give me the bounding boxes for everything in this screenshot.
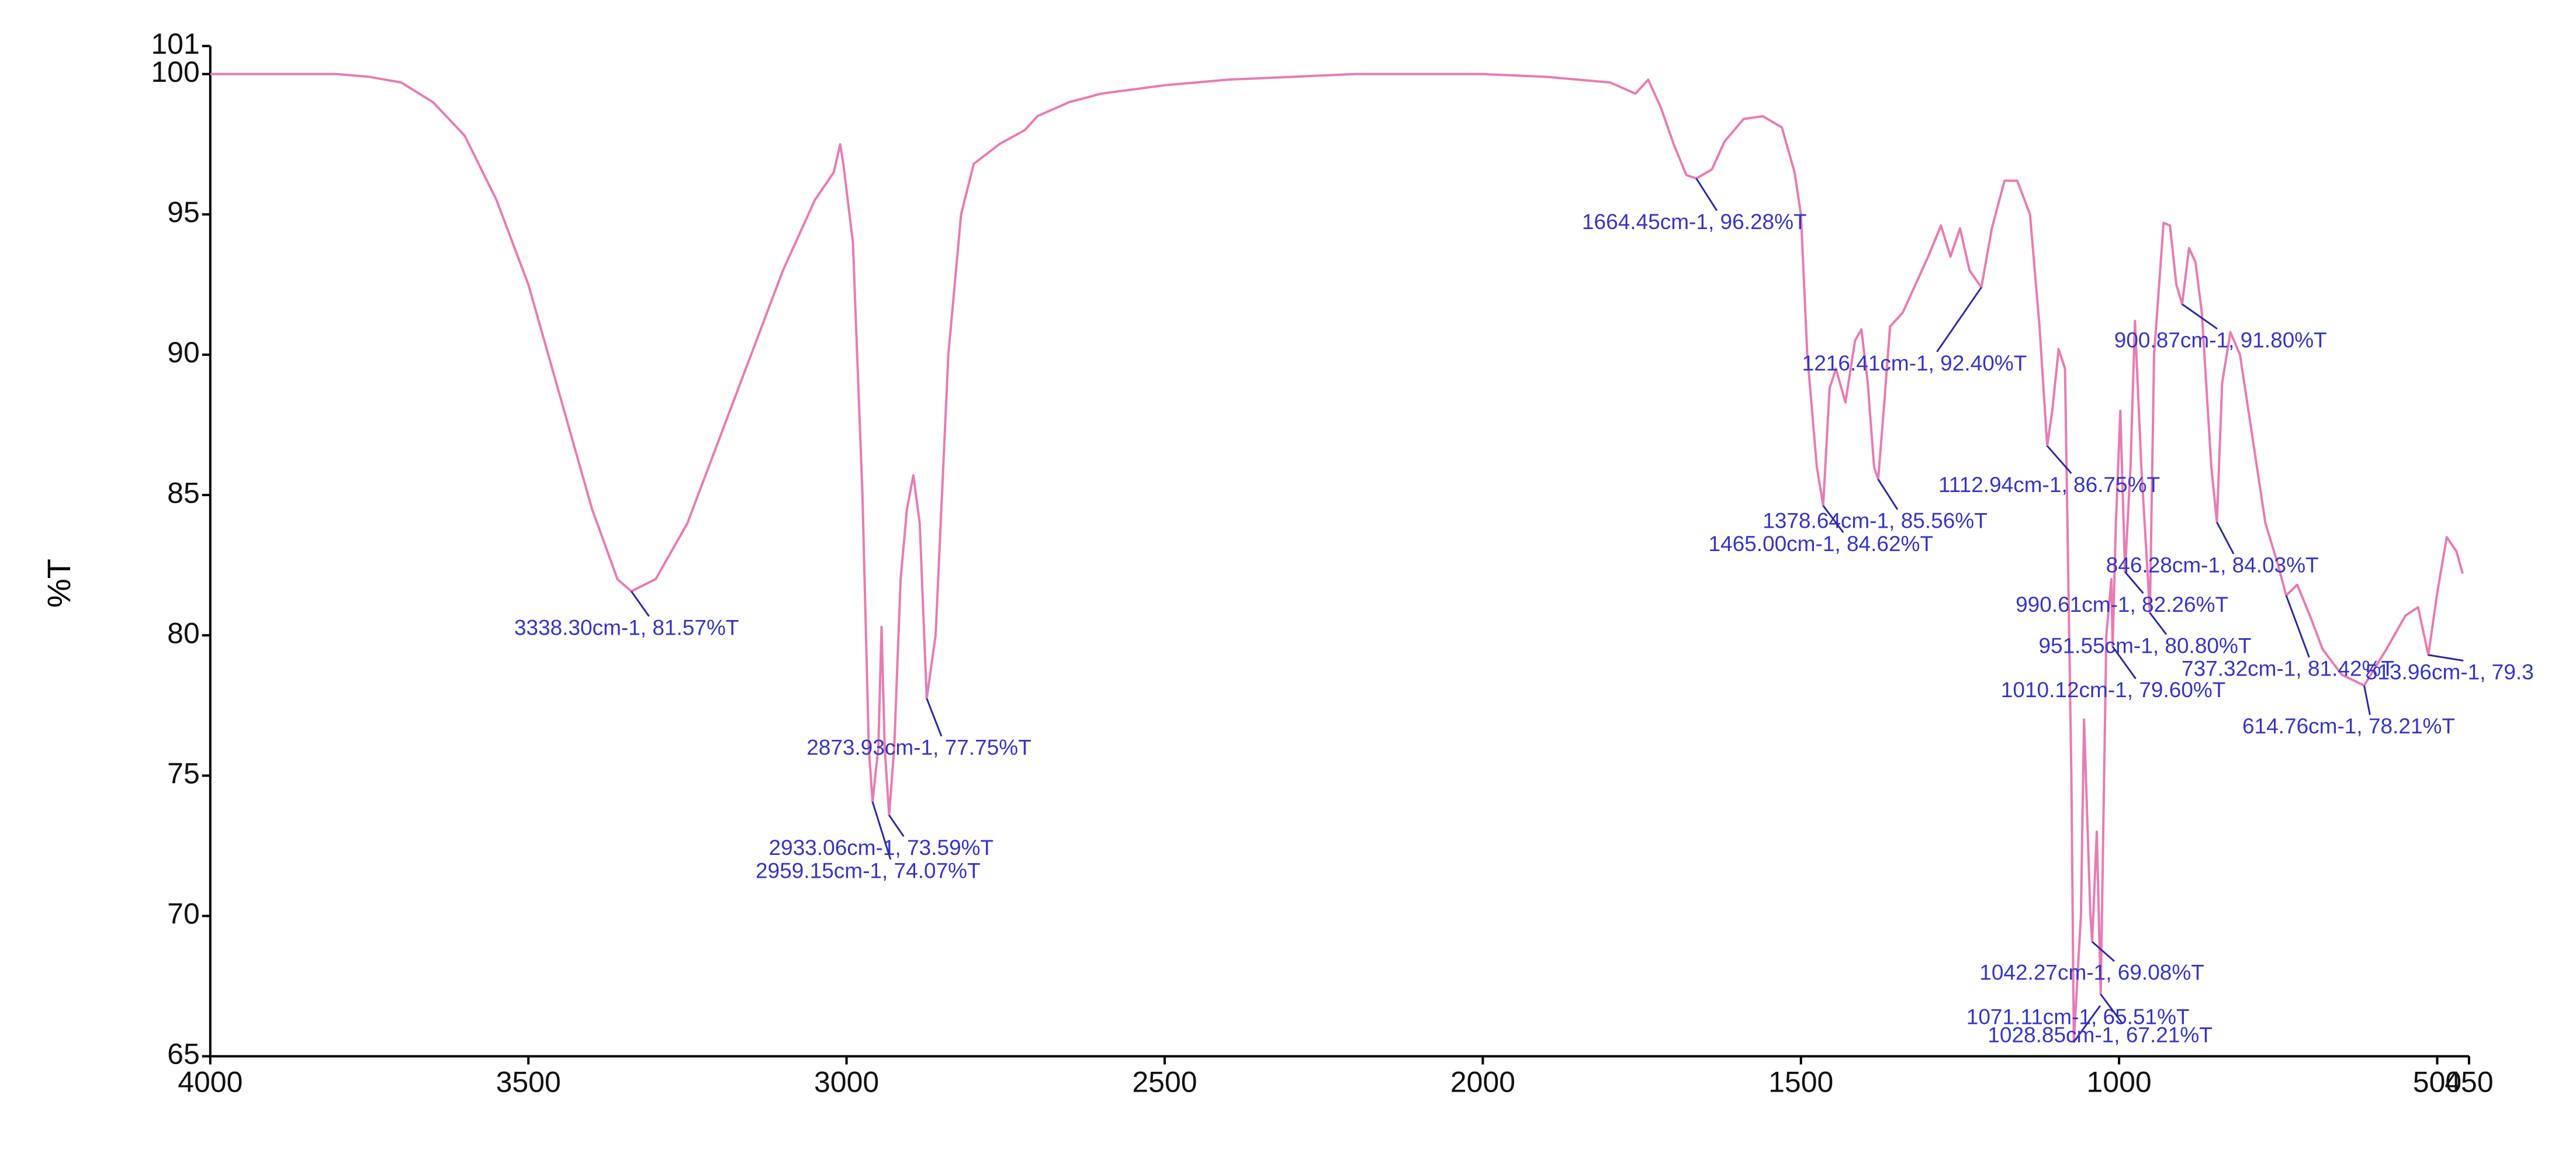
- y-tick-label: 101: [151, 27, 199, 60]
- y-tick-label: 65: [167, 1038, 200, 1071]
- annotation-leader: [2124, 571, 2144, 594]
- x-tick-label: 3000: [814, 1066, 879, 1099]
- y-tick-label: 95: [167, 196, 200, 228]
- annotation-label: 3338.30cm-1, 81.57%T: [514, 615, 739, 639]
- annotation-label: 614.76cm-1, 78.21%T: [2242, 714, 2455, 738]
- annotation-leader: [2111, 646, 2137, 680]
- annotation-leader: [2216, 521, 2235, 555]
- annotation-label: 737.32cm-1, 81.42%T: [2182, 657, 2394, 681]
- annotation-leader: [2149, 612, 2168, 635]
- annotation-label: 1216.41cm-1, 92.40%T: [1802, 351, 2027, 375]
- y-axis-label: %T: [40, 559, 77, 608]
- annotation-label: 2873.93cm-1, 77.75%T: [806, 736, 1031, 760]
- annotation-label: 1378.64cm-1, 85.56%T: [1763, 509, 1988, 533]
- x-tick-label: 3500: [496, 1066, 561, 1099]
- x-tick-label: 2500: [1132, 1066, 1197, 1099]
- annotation-leader: [926, 698, 943, 737]
- annotation-label: 1042.27cm-1, 69.08%T: [1979, 961, 2204, 985]
- annotation-label: 990.61cm-1, 82.26%T: [2016, 593, 2228, 617]
- annotation-label: 2933.06cm-1, 73.59%T: [769, 836, 994, 860]
- y-tick-label: 100: [151, 56, 199, 88]
- annotation-leader: [2285, 595, 2310, 658]
- annotation-leader: [2092, 941, 2115, 962]
- annotation-label: 2959.15cm-1, 74.07%T: [756, 858, 981, 882]
- annotation-leader: [1936, 286, 1982, 352]
- annotation-leader: [1695, 178, 1718, 212]
- x-tick-label: 1500: [1768, 1066, 1833, 1099]
- annotation-leader: [888, 815, 905, 837]
- x-tick-label: 500: [2413, 1066, 2461, 1099]
- annotation-leader: [2363, 685, 2371, 715]
- y-tick-label: 70: [167, 898, 200, 930]
- annotation-label: 513.96cm-1, 79.3: [2366, 660, 2534, 684]
- annotation-label: 1465.00cm-1, 84.62%T: [1708, 532, 1933, 556]
- spectrum-line: [210, 72, 2464, 1043]
- y-tick-label: 85: [167, 476, 200, 509]
- annotation-leader: [1877, 479, 1899, 510]
- annotation-leader: [1822, 505, 1844, 534]
- x-tick-label: 1000: [2086, 1066, 2151, 1099]
- x-tick-label: 4000: [178, 1066, 243, 1099]
- annotation-label: 1010.12cm-1, 79.60%T: [2001, 678, 2226, 702]
- annotation-label: 951.55cm-1, 80.80%T: [2038, 633, 2251, 657]
- x-tick-label: 450: [2445, 1066, 2493, 1099]
- annotation-label: 1071.11cm-1, 65.51%T: [1966, 1005, 2190, 1029]
- annotation-label: 1028.85cm-1, 67.21%T: [1988, 1023, 2213, 1047]
- annotation-leader: [2428, 654, 2464, 662]
- x-tick-label: 2000: [1450, 1066, 1515, 1099]
- annotation-leader: [871, 801, 892, 860]
- y-tick-label: 80: [167, 617, 200, 649]
- y-tick-label: 90: [167, 336, 200, 369]
- annotation-label: 846.28cm-1, 84.03%T: [2106, 553, 2319, 577]
- annotation-label: 900.87cm-1, 91.80%T: [2114, 328, 2327, 352]
- y-tick-label: 75: [167, 757, 200, 790]
- annotation-leader: [2182, 303, 2218, 330]
- annotation-leader: [2073, 1005, 2101, 1043]
- annotation-label: 1112.94cm-1, 86.75%T: [1938, 473, 2160, 497]
- annotation-leader: [631, 590, 650, 617]
- annotation-label: 1664.45cm-1, 96.28%T: [1582, 210, 1807, 234]
- annotation-leader: [2047, 445, 2072, 475]
- annotation-leader: [2100, 993, 2124, 1024]
